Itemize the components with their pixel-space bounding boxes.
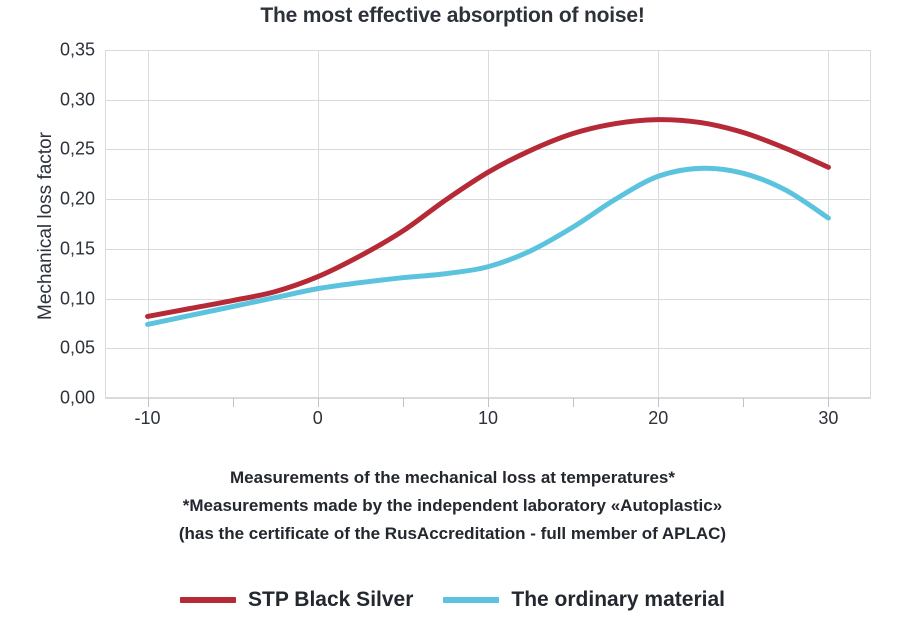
x-tick-label: -10 — [134, 408, 161, 428]
x-tick-mark — [488, 398, 489, 407]
x-tick-mark — [318, 398, 319, 407]
chart-title: The most effective absorption of noise! — [260, 4, 645, 27]
x-tick-label: 0 — [312, 408, 323, 428]
x-tick-mark — [743, 398, 744, 407]
y-tick-label: 0,30 — [59, 89, 95, 110]
gridline-vertical — [488, 50, 489, 398]
caption-line-1: Measurements of the mechanical loss at t… — [230, 468, 675, 487]
x-tick-mark — [658, 398, 659, 407]
x-tick-mark — [233, 398, 234, 407]
gridline-vertical — [658, 50, 659, 398]
gridline-vertical — [318, 50, 319, 398]
caption-line-3: (has the certificate of the RusAccredita… — [178, 524, 727, 543]
gridline-vertical — [148, 50, 149, 398]
series-line-blue — [145, 165, 831, 327]
x-tick-label: 20 — [648, 408, 669, 428]
y-tick-label: 0,15 — [59, 238, 95, 259]
x-tick-mark — [573, 398, 574, 407]
y-tick-label: 0,25 — [59, 138, 95, 159]
legend-swatch-icon — [180, 597, 237, 603]
legend-swatch-icon — [443, 597, 500, 603]
y-axis-title: Mechanical loss factor — [35, 132, 56, 320]
x-tick-mark — [148, 398, 149, 407]
plot-area — [105, 50, 871, 399]
gridline-vertical — [828, 50, 829, 398]
caption-line-2: *Measurements made by the independent la… — [182, 496, 723, 515]
x-tick-mark — [828, 398, 829, 407]
series-line-red — [145, 117, 831, 319]
legend-label: STP Black Silver — [248, 588, 414, 611]
legend-item-ordinary-material[interactable]: The ordinary material — [443, 588, 725, 612]
y-tick-label: 0,35 — [59, 39, 95, 60]
chart-legend: STP Black Silver The ordinary material — [0, 588, 905, 612]
y-tick-label: 0,00 — [59, 387, 95, 408]
legend-item-stp-black-silver[interactable]: STP Black Silver — [180, 588, 413, 612]
x-tick-label: 10 — [477, 408, 499, 428]
series-lines — [145, 117, 831, 327]
x-tick-mark — [403, 398, 404, 407]
x-tick-label: 30 — [818, 408, 839, 428]
y-tick-label: 0,20 — [59, 188, 95, 209]
y-tick-label: 0,05 — [59, 337, 95, 358]
y-tick-label: 0,10 — [59, 288, 95, 309]
legend-label: The ordinary material — [511, 588, 725, 611]
